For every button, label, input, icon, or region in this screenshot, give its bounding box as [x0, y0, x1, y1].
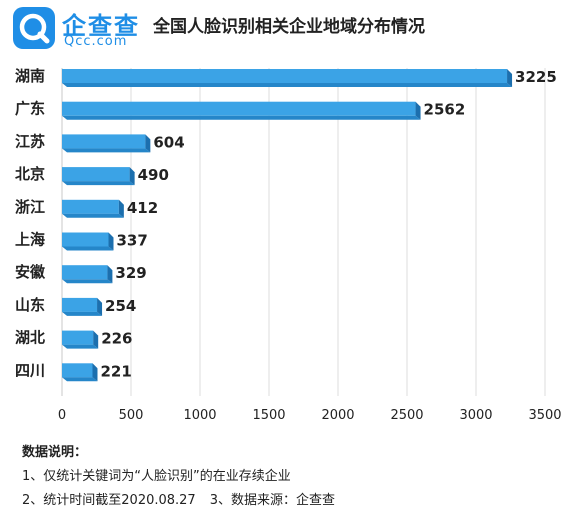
bar-end-face	[145, 134, 151, 153]
bar-end-face	[415, 101, 421, 120]
value-label: 412	[127, 199, 158, 217]
value-label: 221	[100, 362, 131, 380]
value-labels: 3225 2562 604 490 412 337 329 254 226 221	[100, 68, 556, 380]
x-tick-label: 3500	[528, 408, 561, 423]
bar-front	[62, 167, 130, 182]
grid-lines	[61, 68, 546, 396]
bar-bottom-face	[62, 83, 513, 87]
bar-end-face	[97, 297, 103, 316]
bar-bottom-face	[62, 377, 98, 382]
category-label: 安徽	[15, 263, 46, 281]
bar-end-face	[118, 199, 124, 218]
brand-name: 企查查	[62, 12, 140, 40]
bar-front	[62, 330, 94, 345]
bar-江苏	[62, 134, 151, 153]
bar-front	[62, 363, 93, 378]
bar-安徽	[62, 265, 113, 284]
bar-front	[62, 134, 146, 149]
value-label: 3225	[515, 68, 557, 86]
bar-bottom-face	[62, 344, 99, 349]
note-line-2b: 3、数据来源：企查查	[209, 493, 335, 508]
bar-front	[62, 101, 416, 116]
category-label: 四川	[15, 361, 45, 379]
bar-bottom-face	[62, 311, 103, 316]
bar-广东	[62, 101, 421, 120]
x-tick-label: 500	[119, 408, 144, 423]
bar-end-face	[93, 330, 99, 349]
bar-end-face	[108, 232, 114, 251]
header: 企查查 Qcc.com 全国人脸识别相关企业地域分布情况	[0, 0, 580, 58]
bar-front	[62, 69, 508, 83]
bar-北京	[62, 167, 135, 186]
value-label: 337	[117, 232, 148, 250]
value-label: 604	[153, 133, 184, 151]
bar-浙江	[62, 199, 124, 218]
bar-end-face	[507, 69, 513, 87]
x-tick-label: 0	[58, 408, 66, 423]
chart-title: 全国人脸识别相关企业地域分布情况	[153, 17, 425, 37]
bar-front	[62, 232, 109, 247]
bar-bottom-face	[62, 181, 135, 186]
bar-bottom-face	[62, 279, 113, 284]
bar-bottom-face	[62, 115, 421, 120]
category-label: 广东	[15, 100, 45, 118]
bar-bottom-face	[62, 246, 114, 251]
notes-title: 数据说明：	[22, 445, 88, 460]
bar-front	[62, 199, 119, 214]
category-label: 湖南	[15, 67, 45, 85]
bar-front	[62, 297, 98, 312]
x-tick-labels: 0 500 1000 1500 2000 2500 3000 3500	[58, 408, 562, 423]
bar-湖北	[62, 330, 99, 349]
value-label: 490	[138, 166, 169, 184]
category-label: 湖北	[15, 329, 45, 347]
brand-domain: Qcc.com	[64, 34, 128, 49]
bar-湖南	[62, 69, 513, 87]
category-label: 江苏	[15, 132, 45, 150]
x-tick-label: 2000	[321, 408, 354, 423]
value-label: 254	[105, 297, 136, 315]
bar-end-face	[107, 265, 113, 284]
category-label: 北京	[15, 165, 45, 183]
category-label: 上海	[15, 231, 45, 249]
bars	[62, 69, 513, 382]
value-label: 2562	[424, 101, 466, 119]
bar-四川	[62, 363, 98, 382]
bar-end-face	[92, 363, 98, 382]
bar-front	[62, 265, 108, 280]
value-label: 226	[101, 330, 132, 348]
bar-上海	[62, 232, 114, 251]
note-line-1: 1、仅统计关键词为“人脸识别”的在业存续企业	[22, 469, 291, 484]
qcc-logo-icon	[13, 7, 55, 49]
note-line-2: 2、统计时间截至2020.08.27 3、数据来源：企查查	[22, 489, 335, 513]
category-label: 浙江	[15, 198, 45, 216]
data-notes: 数据说明： 1、仅统计关键词为“人脸识别”的在业存续企业 2、统计时间截至202…	[22, 441, 335, 513]
x-tick-label: 3000	[459, 408, 492, 423]
bar-bottom-face	[62, 213, 124, 218]
bar-bottom-face	[62, 148, 151, 153]
bar-山东	[62, 297, 103, 316]
x-tick-label: 2500	[390, 408, 423, 423]
x-tick-label: 1500	[252, 408, 285, 423]
bar-end-face	[129, 167, 135, 186]
category-label: 山东	[15, 296, 45, 314]
x-tick-label: 1000	[183, 408, 216, 423]
value-label: 329	[115, 264, 146, 282]
note-line-2a: 2、统计时间截至2020.08.27	[22, 493, 196, 508]
